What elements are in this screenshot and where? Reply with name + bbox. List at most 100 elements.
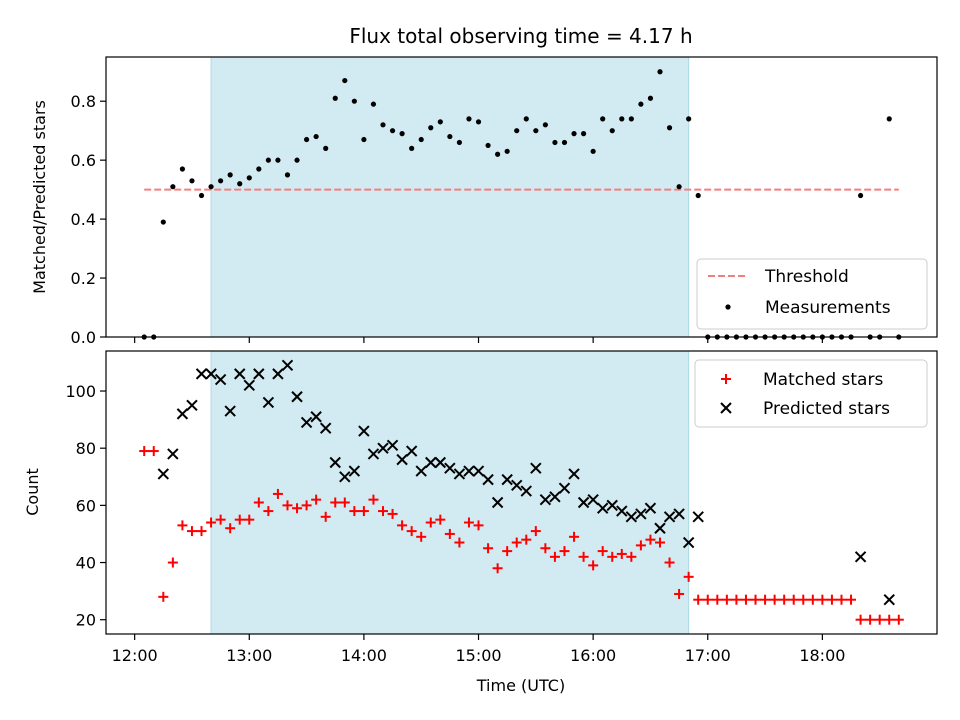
matched-star-point bbox=[530, 526, 541, 537]
x-tick-label: 16:00 bbox=[570, 646, 616, 665]
matched-star-point bbox=[435, 514, 446, 525]
measurement-point bbox=[695, 192, 701, 199]
bottom-panel: 20 40 60 80 100 12:00 13:00 14:00 15:00 16:00 17:… bbox=[23, 350, 938, 695]
top-x-ticks bbox=[134, 337, 823, 343]
matched-star-point bbox=[463, 517, 474, 528]
measurement-point bbox=[208, 184, 214, 190]
predicted-star-point bbox=[606, 499, 618, 512]
measurement-point bbox=[399, 131, 405, 137]
measurement-point bbox=[561, 139, 568, 146]
predicted-star-point bbox=[405, 445, 418, 457]
measurement-point bbox=[361, 136, 367, 143]
matched-star-point bbox=[473, 520, 484, 531]
matched-star-point bbox=[397, 520, 408, 531]
predicted-stars-points bbox=[157, 359, 895, 606]
matched-star-point bbox=[549, 551, 560, 562]
matched-star-point bbox=[597, 546, 608, 557]
matched-star-point bbox=[416, 531, 427, 542]
predicted-star-point bbox=[434, 456, 447, 469]
matched-star-point bbox=[186, 526, 197, 537]
matched-star-point bbox=[683, 571, 694, 582]
measurement-point bbox=[294, 157, 300, 163]
measurement-point bbox=[265, 157, 271, 163]
x-tick-label: 13:00 bbox=[226, 646, 272, 665]
predicted-star-point bbox=[310, 411, 322, 423]
x-tick-label: 18:00 bbox=[799, 646, 845, 665]
measurement-point bbox=[351, 98, 357, 104]
measurement-point bbox=[323, 145, 329, 151]
matched-star-point bbox=[540, 543, 551, 554]
matched-star-point bbox=[607, 551, 618, 562]
matched-stars-points bbox=[139, 446, 904, 625]
measurement-point bbox=[275, 157, 281, 163]
bottom-y-tick-label: 40 bbox=[76, 554, 96, 573]
matched-star-point bbox=[846, 594, 857, 605]
top-y-tick-label: 0.2 bbox=[71, 269, 96, 288]
matched-star-point bbox=[454, 537, 465, 548]
measurement-point bbox=[456, 139, 463, 146]
measurement-point bbox=[160, 219, 166, 225]
measurement-point bbox=[533, 128, 539, 134]
top-shade-region bbox=[210, 56, 690, 338]
measurement-point bbox=[628, 116, 634, 122]
bottom-y-tick-label: 60 bbox=[76, 496, 96, 515]
predicted-star-point bbox=[167, 448, 179, 460]
matched-star-point bbox=[148, 446, 159, 457]
matched-star-point bbox=[320, 511, 331, 522]
matched-star-point bbox=[349, 506, 360, 517]
measurement-point bbox=[256, 166, 262, 172]
predicted-star-point bbox=[367, 448, 380, 460]
matched-star-point bbox=[788, 594, 799, 605]
predicted-star-point bbox=[596, 502, 609, 514]
predicted-star-point bbox=[176, 408, 189, 420]
matched-star-point bbox=[502, 546, 513, 557]
predicted-star-point bbox=[214, 373, 227, 386]
measurement-point bbox=[218, 178, 224, 184]
matched-star-point bbox=[244, 514, 255, 525]
bottom-shade-region bbox=[210, 350, 690, 635]
matched-star-point bbox=[406, 526, 417, 537]
x-tick-label: 17:00 bbox=[685, 646, 731, 665]
matched-star-point bbox=[225, 523, 236, 534]
top-y-tick-label: 0.0 bbox=[71, 328, 96, 347]
measurement-point bbox=[466, 116, 472, 122]
measurement-point bbox=[542, 122, 548, 128]
measurement-point bbox=[189, 178, 195, 184]
bottom-y-tick-label: 20 bbox=[76, 611, 96, 630]
predicted-star-point bbox=[673, 508, 685, 520]
predicted-star-point bbox=[339, 471, 351, 483]
measurement-point bbox=[380, 122, 386, 128]
predicted-star-point bbox=[272, 368, 284, 380]
bottom-axes-frame bbox=[105, 350, 938, 635]
matched-star-point bbox=[272, 488, 283, 499]
legend-measurements-swatch bbox=[725, 304, 731, 310]
bottom-y-axis-label: Count bbox=[23, 468, 42, 516]
measurement-point bbox=[609, 128, 615, 134]
measurement-point bbox=[237, 181, 243, 187]
measurement-point bbox=[514, 128, 520, 134]
predicted-star-point bbox=[453, 468, 466, 480]
matched-star-point bbox=[511, 537, 522, 548]
predicted-star-point bbox=[577, 496, 590, 509]
predicted-star-point bbox=[415, 465, 427, 477]
matched-star-point bbox=[311, 494, 322, 505]
matched-star-point bbox=[626, 551, 637, 562]
chart-title: Flux total observing time = 4.17 h bbox=[349, 24, 692, 48]
measurement-point bbox=[475, 119, 482, 125]
measurement-point bbox=[580, 131, 587, 137]
matched-star-point bbox=[139, 446, 150, 457]
predicted-star-point bbox=[444, 462, 456, 474]
matched-star-point bbox=[616, 548, 627, 559]
measurement-point bbox=[447, 133, 453, 140]
matched-star-point bbox=[635, 540, 646, 551]
predicted-star-point bbox=[520, 485, 532, 497]
predicted-star-point bbox=[635, 508, 647, 520]
predicted-star-point bbox=[644, 502, 657, 514]
x-tick-label: 15:00 bbox=[455, 646, 501, 665]
matched-star-point bbox=[215, 514, 226, 525]
bottom-y-tick-label: 100 bbox=[65, 382, 96, 401]
measurement-point bbox=[428, 125, 434, 131]
top-legend-box bbox=[696, 258, 928, 330]
matched-star-point bbox=[712, 594, 723, 605]
